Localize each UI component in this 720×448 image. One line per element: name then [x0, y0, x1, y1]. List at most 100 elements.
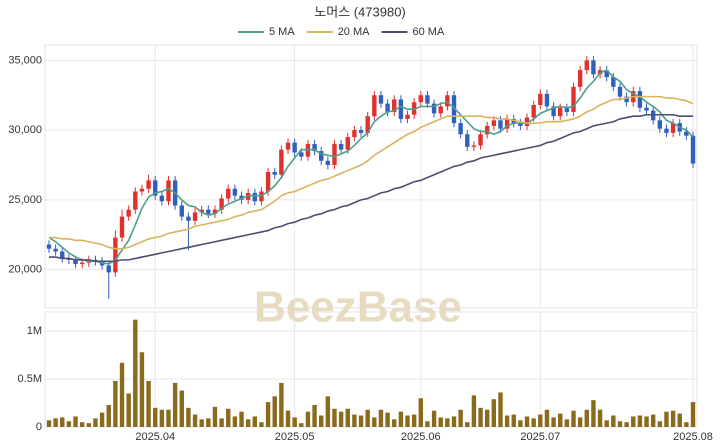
candle-body [484, 125, 490, 135]
candle-body [159, 195, 165, 202]
chart-title: 노머스 (473980) [314, 4, 406, 19]
volume-bar [232, 416, 238, 427]
candle-body [518, 123, 523, 126]
candle-body [538, 93, 543, 105]
candle-body [319, 151, 324, 161]
volume-bar [332, 408, 337, 427]
y-tick-label: 1M [27, 325, 42, 337]
candle-body [299, 152, 304, 157]
candle-body [365, 116, 370, 133]
candle-body [378, 95, 384, 104]
legend-label: 20 MA [338, 26, 370, 38]
candle-body [206, 209, 211, 214]
candle-body [199, 209, 204, 213]
volume-bar [126, 393, 131, 427]
volume-bar [338, 411, 344, 427]
volume-bar [219, 418, 224, 427]
candle-body [212, 209, 218, 214]
candle-body [265, 171, 271, 192]
volume-bar [478, 407, 483, 427]
candle-body [558, 107, 563, 117]
candle-body [684, 131, 689, 136]
volume-bar [617, 421, 623, 427]
volume-bar [179, 390, 184, 427]
volume-bar [86, 423, 92, 427]
candle-body [657, 120, 663, 129]
candle-body [192, 212, 198, 221]
volume-bar [325, 396, 331, 427]
volume-bar [551, 417, 556, 427]
volume-bar [650, 414, 656, 427]
volume-bar [265, 402, 271, 427]
volume-bar [93, 418, 98, 427]
volume-bar [445, 418, 450, 427]
legend-label: 5 MA [269, 26, 295, 38]
candle-body [232, 188, 238, 196]
volume-bar [611, 415, 616, 427]
volume-bar [312, 404, 317, 427]
ma-line [48, 69, 694, 265]
volume-bar [418, 398, 423, 427]
volume-bar [504, 415, 510, 427]
candle-body [106, 265, 111, 273]
volume-bar [451, 416, 457, 427]
volume-bar [345, 408, 350, 427]
volume-bar [544, 409, 550, 427]
volume-bar [438, 417, 443, 427]
volume-bar [66, 421, 72, 427]
candle-body [119, 216, 125, 238]
volume-bar [378, 409, 384, 427]
candle-body [338, 144, 344, 150]
volume-bar [119, 362, 125, 427]
candle-body [478, 134, 483, 146]
legend: 5 MA 20 MA 60 MA [238, 26, 445, 38]
volume-bar [524, 416, 530, 427]
volume-bar [411, 414, 417, 427]
volume-bar [577, 417, 583, 427]
y-tick-label: 25,000 [8, 194, 42, 206]
volume-bar [153, 407, 158, 427]
volume-bar [644, 416, 649, 427]
volume-bar [305, 411, 311, 427]
candle-body [498, 120, 503, 129]
volume-bar [79, 422, 85, 427]
candle-body [664, 128, 669, 133]
volume-bar [292, 417, 297, 427]
candle-body [179, 205, 184, 217]
volume-bar [146, 381, 151, 427]
candle-body [604, 70, 609, 78]
candle-body [53, 248, 58, 252]
candle-body [564, 107, 570, 112]
volume-bar [558, 413, 563, 427]
candle-body [146, 180, 151, 189]
candle-body [591, 60, 596, 75]
volume-bar [677, 413, 682, 427]
volume-bar [299, 423, 304, 427]
candle-body [46, 244, 52, 249]
candle-body [252, 192, 258, 202]
candle-body [392, 99, 397, 112]
volume-bar [637, 415, 643, 427]
volume-bar [133, 319, 138, 427]
candle-body [577, 70, 583, 87]
candle-body [617, 86, 623, 97]
candle-body [312, 144, 317, 152]
volume-bar [199, 419, 204, 427]
candle-body [272, 171, 277, 175]
volume-bar [597, 409, 603, 427]
candle-body [126, 209, 131, 217]
volume-bar [498, 392, 503, 427]
y-tick-label: 0 [36, 421, 42, 433]
ma-line [48, 95, 694, 250]
volume-bar [113, 381, 118, 427]
volume-bar [518, 420, 523, 427]
volume-bar [564, 419, 570, 427]
volume-bar [279, 382, 284, 427]
volume-bar [172, 382, 178, 427]
candle-body [637, 91, 643, 108]
volume-bar [245, 419, 251, 427]
volume-bar [166, 409, 171, 427]
candle-body [332, 144, 337, 165]
volume-bar [398, 411, 404, 427]
candle-body [166, 180, 171, 202]
